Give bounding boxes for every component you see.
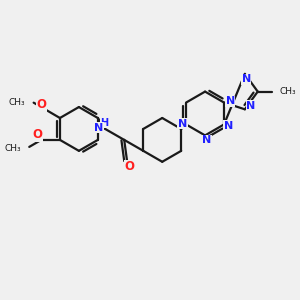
Text: CH₃: CH₃: [280, 87, 296, 96]
Text: N: N: [94, 122, 103, 133]
Text: N: N: [224, 121, 233, 131]
Text: N: N: [202, 136, 211, 146]
Text: H: H: [100, 118, 109, 128]
Text: N: N: [226, 96, 235, 106]
Text: CH₃: CH₃: [4, 144, 21, 153]
Text: O: O: [124, 160, 134, 173]
Text: N: N: [178, 119, 187, 129]
Text: N: N: [246, 101, 256, 111]
Text: O: O: [32, 128, 42, 141]
Text: CH₃: CH₃: [9, 98, 25, 107]
Text: O: O: [37, 98, 46, 111]
Text: N: N: [242, 74, 251, 85]
